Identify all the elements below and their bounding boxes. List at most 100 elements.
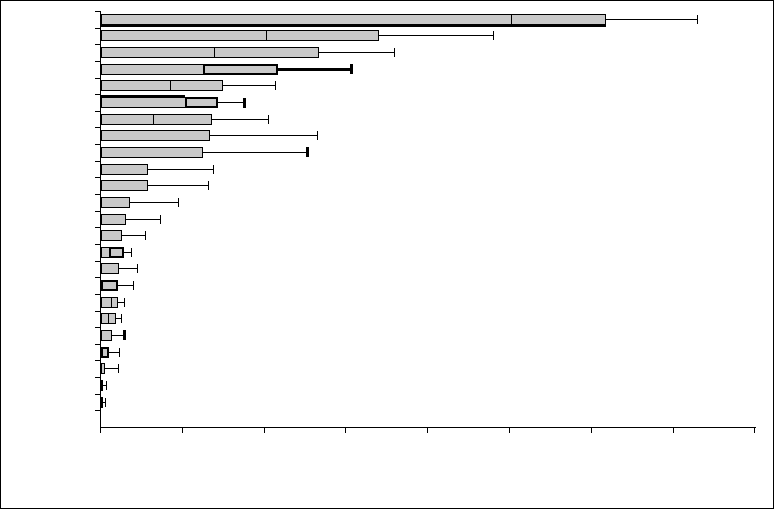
bar-row [101, 363, 106, 375]
bar-segment-box [169, 80, 223, 92]
error-bar-cap [493, 31, 495, 41]
error-bar-cap [696, 14, 698, 24]
bar-row [101, 280, 119, 292]
x-axis-tick [263, 428, 265, 433]
y-axis [100, 11, 101, 428]
error-bar-cap [120, 314, 122, 324]
y-axis-tick [95, 77, 100, 79]
thick-top-band [101, 95, 186, 99]
error-bar-whisker [123, 251, 132, 253]
y-axis-tick [95, 60, 100, 62]
bar-row [101, 329, 113, 341]
error-bar-whisker [379, 35, 494, 37]
y-axis-tick [95, 44, 100, 46]
error-bar-whisker [118, 268, 138, 270]
y-axis-tick [95, 410, 100, 412]
x-axis-tick [509, 428, 510, 433]
bar-row [101, 346, 110, 358]
error-bar-whisker [130, 201, 179, 203]
error-bar-cap [207, 181, 209, 191]
y-axis-tick [95, 127, 100, 129]
error-bar-cap [317, 131, 319, 141]
error-bar-whisker [203, 151, 308, 153]
y-axis-tick [95, 27, 100, 29]
bar-row [101, 130, 210, 142]
x-axis-tick [345, 428, 347, 433]
y-axis-tick [95, 160, 100, 162]
error-bar-cap [130, 247, 132, 257]
y-axis-tick [95, 177, 100, 179]
error-bar-whisker [103, 384, 107, 386]
error-bar-cap [133, 281, 135, 291]
error-bar-cap [213, 164, 215, 174]
bar-row [101, 263, 119, 275]
error-bar-whisker [217, 102, 245, 104]
error-bar-cap [106, 380, 108, 390]
error-bar-whisker [319, 52, 395, 54]
x-axis-tick [100, 428, 101, 433]
error-bar-whisker [147, 185, 209, 187]
y-axis-tick [95, 144, 100, 146]
thick-bottom-band [101, 23, 606, 27]
error-bar-cap [117, 364, 119, 374]
y-axis-tick [95, 393, 100, 395]
error-bar-cap [145, 231, 147, 241]
error-bar-cap [124, 297, 126, 307]
error-bar-whisker [126, 218, 161, 220]
y-axis-tick [95, 194, 100, 196]
y-axis-tick [95, 327, 100, 329]
y-axis-tick [95, 243, 100, 245]
y-axis-tick [95, 11, 100, 12]
error-bar-whisker [122, 235, 146, 237]
error-bar-cap [105, 397, 107, 407]
error-bar-whisker [109, 351, 120, 353]
error-bar-whisker [118, 285, 134, 287]
bar-segment-box [213, 47, 320, 59]
bar-segment-box [185, 97, 218, 109]
error-bar-cap [394, 48, 396, 58]
x-axis-tick [181, 428, 183, 433]
error-bar-whisker [277, 67, 352, 71]
error-bar-whisker [118, 301, 125, 303]
error-bar-cap [268, 114, 270, 124]
y-axis-tick [95, 293, 100, 295]
x-axis-tick [590, 428, 592, 433]
error-bar-cap [349, 64, 353, 75]
x-axis [100, 427, 757, 428]
error-bar-whisker [209, 135, 318, 137]
error-bar-cap [274, 81, 276, 91]
y-axis-tick [95, 343, 100, 345]
error-bar-cap [137, 264, 139, 274]
x-axis-tick [672, 428, 674, 433]
y-axis-tick [95, 377, 100, 379]
error-bar-cap [123, 330, 127, 341]
bar-segment-box [203, 63, 278, 75]
y-axis-tick [95, 227, 100, 229]
bar-segment-box [109, 246, 124, 258]
bar-segment-box [107, 313, 116, 325]
error-bar-cap [242, 97, 246, 108]
y-axis-tick [95, 277, 100, 279]
error-bar-cap [305, 147, 309, 158]
bar-segment-box [110, 296, 119, 308]
error-bar-whisker [605, 18, 698, 20]
y-axis-tick [95, 210, 100, 212]
error-bar-cap [119, 347, 121, 357]
error-bar-whisker [148, 168, 214, 170]
error-bar-whisker [115, 318, 122, 320]
error-bar-whisker [212, 118, 269, 120]
error-bar-whisker [101, 401, 106, 403]
error-bar-whisker [105, 368, 119, 370]
bar-row [101, 230, 123, 242]
bar-row [101, 379, 104, 391]
bar-row [101, 146, 204, 158]
error-bar-cap [160, 214, 162, 224]
y-axis-tick [95, 260, 100, 262]
x-axis-tick [754, 428, 756, 433]
error-bar-whisker [222, 85, 276, 87]
bar-row [101, 213, 127, 225]
y-axis-tick [95, 360, 100, 362]
x-axis-tick [427, 428, 429, 433]
bar-segment-box [152, 113, 213, 125]
